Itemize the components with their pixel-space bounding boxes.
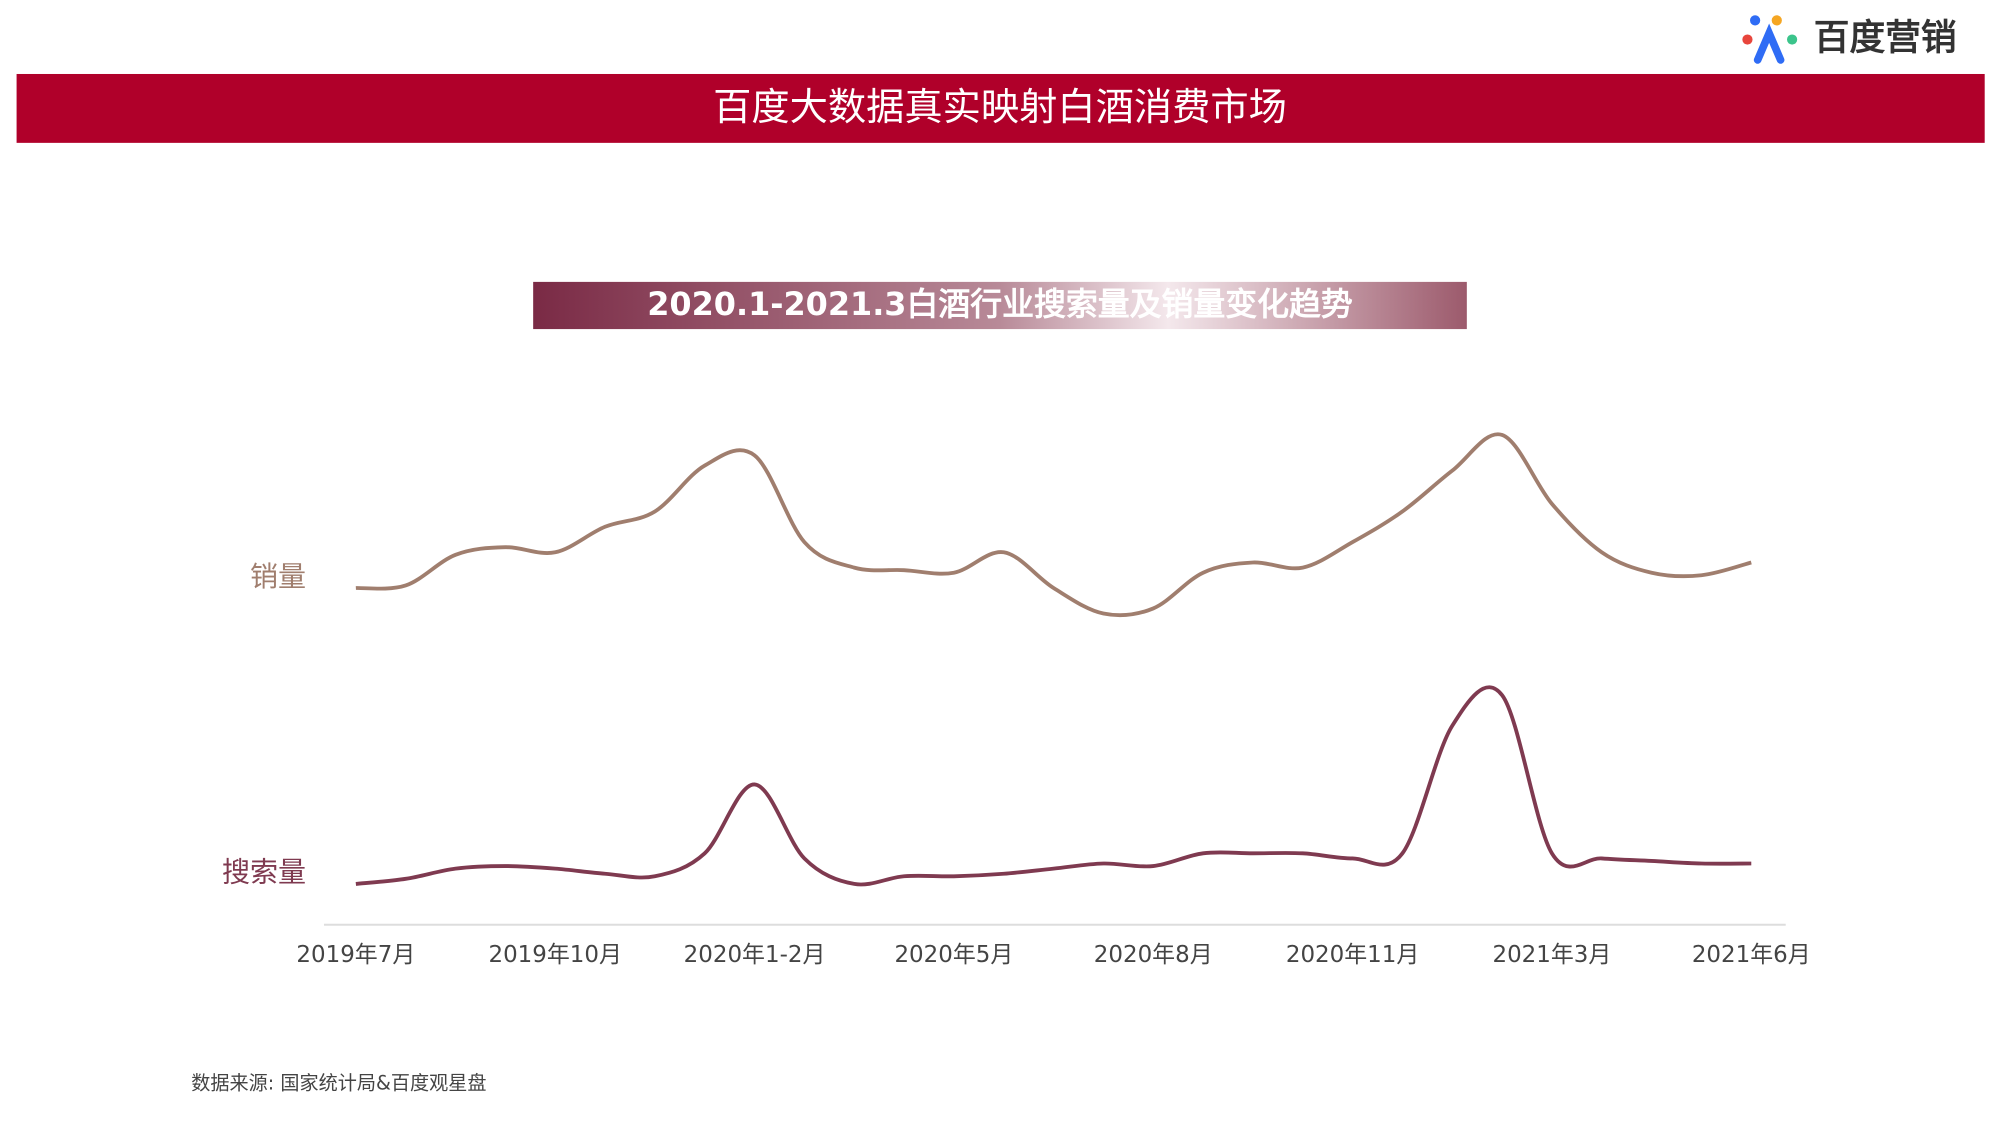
x-tick-label: 2020年8月 bbox=[1094, 942, 1213, 968]
x-tick-label: 2019年10月 bbox=[488, 942, 621, 968]
x-tick-label: 2020年1-2月 bbox=[684, 942, 826, 968]
x-tick-label: 2020年5月 bbox=[894, 942, 1013, 968]
series-line bbox=[355, 432, 1752, 618]
x-tick-label: 2019年7月 bbox=[296, 942, 415, 968]
chart-title: 2020.1-2021.3白酒行业搜索量及销量变化趋势 bbox=[647, 285, 1353, 323]
series-label: 搜索量 bbox=[222, 856, 306, 889]
title-banner bbox=[16, 73, 1985, 143]
series-line bbox=[355, 685, 1752, 887]
series-label: 销量 bbox=[250, 560, 306, 593]
logo-icon bbox=[1742, 15, 1798, 64]
page-title: 百度大数据真实映射白酒消费市场 bbox=[713, 85, 1287, 130]
x-tick-label: 2021年6月 bbox=[1692, 942, 1811, 968]
logo-text: 百度营销 bbox=[1814, 18, 1957, 59]
x-tick-label: 2021年3月 bbox=[1493, 942, 1612, 968]
x-tick-label: 2020年11月 bbox=[1286, 942, 1419, 968]
chart-title-banner bbox=[533, 281, 1467, 330]
source-note: 数据来源: 国家统计局&百度观星盘 bbox=[191, 1072, 486, 1095]
